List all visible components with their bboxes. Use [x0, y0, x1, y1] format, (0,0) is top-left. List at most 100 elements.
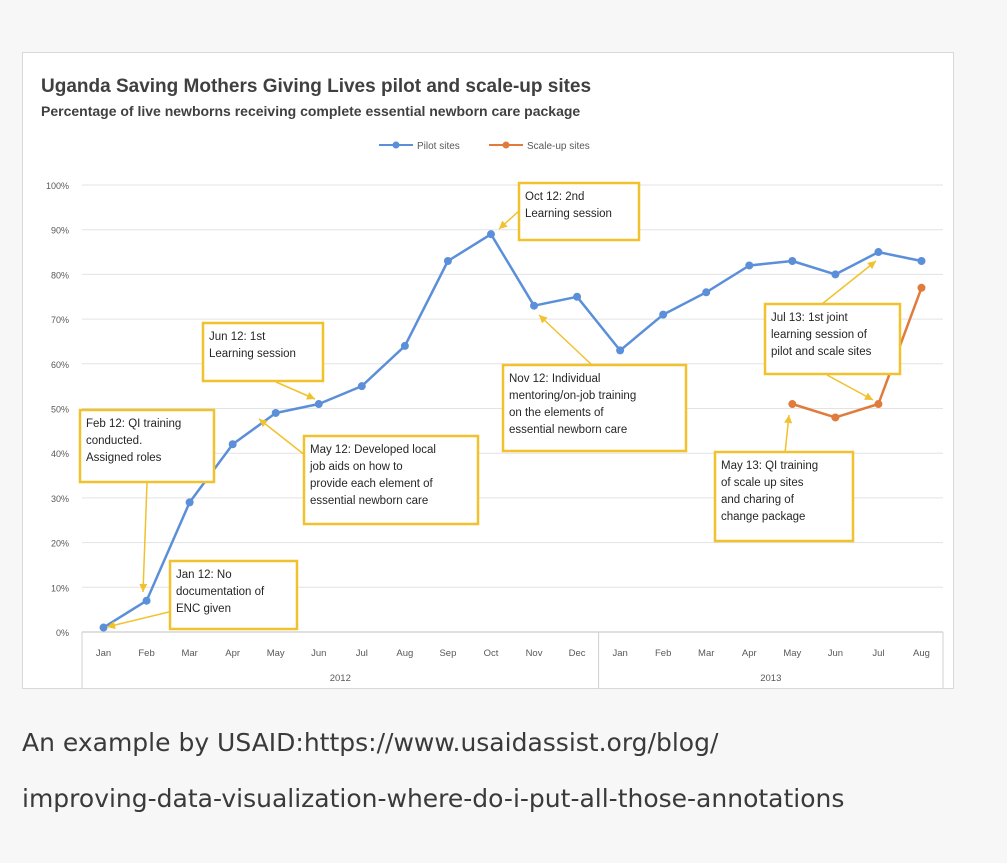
series-1-point: [443, 256, 452, 265]
annotation-text-2: documentation of: [176, 586, 265, 598]
series-1-point: [702, 288, 711, 297]
x-tick-label: Dec: [569, 648, 586, 659]
y-tick-label: 40%: [51, 449, 69, 459]
series-2-point: [831, 413, 840, 422]
chart-subtitle: Percentage of live newborns receiving co…: [41, 103, 580, 119]
chart-title: Uganda Saving Mothers Giving Lives pilot…: [41, 76, 591, 97]
annotation-arrow: [106, 610, 174, 628]
annotation-text-5: Oct 12: 2nd: [525, 191, 584, 203]
annotation-arrow: [826, 374, 874, 401]
series-1-point: [185, 498, 194, 507]
x-tick-label: Jul: [356, 648, 368, 659]
line-chart: Uganda Saving Mothers Giving Lives pilot…: [41, 76, 944, 689]
annotation-box-2: [168, 559, 299, 631]
annotation-box-7: [763, 302, 902, 376]
annotation-arrowhead: [107, 621, 116, 630]
x-tick-label: Apr: [225, 648, 240, 659]
annotation-box-6: [501, 363, 688, 453]
legend-marker-1: [392, 141, 400, 149]
series-1-point: [917, 256, 926, 265]
annotation-box-8: [713, 450, 855, 543]
annotation-text-6: mentoring/on-job training: [509, 390, 636, 402]
annotation-arrowhead: [864, 392, 873, 400]
annotation-text-2: ENC given: [176, 603, 231, 615]
x-tick-label: Jan: [96, 648, 111, 659]
x-tick-label: May: [783, 648, 801, 659]
annotation-text-6: Nov 12: Individual: [509, 373, 600, 385]
annotation-arrow: [258, 418, 307, 457]
annotation-arrow: [538, 314, 594, 367]
x-group-label: 2012: [330, 673, 351, 684]
series-1-point: [228, 440, 237, 449]
legend-marker-2: [502, 141, 510, 149]
annotation-text-8: change package: [721, 511, 805, 523]
y-tick-label: 0%: [56, 628, 69, 638]
x-tick-label: Jan: [612, 648, 627, 659]
x-group-label: 2013: [760, 673, 781, 684]
annotation-text-2: Jan 12: No: [176, 569, 232, 581]
annotation-text-7: pilot and scale sites: [771, 346, 872, 358]
series-1-point: [142, 596, 151, 605]
chart-panel: Uganda Saving Mothers Giving Lives pilot…: [22, 52, 954, 689]
series-1-point: [314, 400, 323, 409]
x-tick-label: Sep: [439, 648, 456, 659]
series-1-point: [530, 301, 539, 310]
series-1-point: [745, 261, 754, 270]
annotation-arrowhead: [867, 261, 876, 270]
annotation-text-6: essential newborn care: [509, 424, 627, 436]
x-tick-label: Jun: [311, 648, 326, 659]
x-tick-label: Feb: [655, 648, 671, 659]
annotation-text-3: Learning session: [209, 348, 296, 360]
x-tick-label: Jun: [828, 648, 843, 659]
annotation-arrow: [821, 260, 877, 305]
annotation-text-8: of scale up sites: [721, 477, 804, 489]
series-2-point: [788, 400, 797, 409]
x-tick-label: Aug: [913, 648, 930, 659]
series-2-point: [874, 400, 883, 409]
annotation-box-5: [517, 181, 641, 242]
series-1-point: [874, 248, 883, 257]
caption-line-1: An example by USAID:https://www.usaidass…: [22, 728, 719, 757]
annotation-text-6: on the elements of: [509, 407, 604, 419]
y-tick-label: 80%: [51, 270, 69, 280]
annotation-arrowhead: [499, 220, 508, 229]
annotation-text-8: and charing of: [721, 494, 795, 506]
annotation-box-1: [78, 408, 216, 484]
annotation-text-7: learning session of: [771, 329, 868, 341]
series-1-point: [486, 230, 495, 239]
annotation-arrowhead: [306, 392, 315, 400]
series-1-point: [831, 270, 840, 279]
y-tick-label: 70%: [51, 315, 69, 325]
series-1-point: [99, 623, 108, 632]
annotation-text-1: Assigned roles: [86, 452, 162, 464]
y-tick-label: 100%: [46, 181, 69, 191]
annotation-arrow: [142, 482, 148, 593]
annotation-text-7: Jul 13: 1st joint: [771, 312, 849, 324]
annotation-text-4: May 12: Developed local: [310, 444, 436, 456]
x-tick-label: Oct: [484, 648, 499, 659]
annotation-arrowhead: [539, 315, 548, 324]
annotation-text-4: job aids on how to: [309, 461, 403, 473]
x-tick-label: Apr: [742, 648, 757, 659]
series-1-point: [788, 256, 797, 265]
annotation-box-3: [201, 321, 325, 383]
annotation-text-4: provide each element of: [310, 478, 434, 490]
series-1-point: [357, 382, 366, 391]
annotation-box-4: [302, 434, 480, 526]
y-tick-label: 50%: [51, 405, 69, 415]
y-tick-label: 90%: [51, 226, 69, 236]
series-1-point: [400, 341, 409, 350]
annotation-text-3: Jun 12: 1st: [209, 331, 266, 343]
x-tick-label: May: [267, 648, 285, 659]
annotation-text-1: conducted.: [86, 435, 142, 447]
annotation-text-1: Feb 12: QI training: [86, 418, 181, 430]
x-tick-label: Feb: [138, 648, 154, 659]
y-tick-label: 60%: [51, 360, 69, 370]
x-tick-label: Nov: [526, 648, 543, 659]
legend-label-2: Scale-up sites: [527, 141, 590, 152]
caption-line-2: improving-data-visualization-where-do-i-…: [22, 784, 845, 813]
annotation-text-5: Learning session: [525, 208, 612, 220]
y-tick-label: 10%: [51, 583, 69, 593]
annotation-text-4: essential newborn care: [310, 495, 428, 507]
annotation-text-8: May 13: QI training: [721, 460, 818, 472]
